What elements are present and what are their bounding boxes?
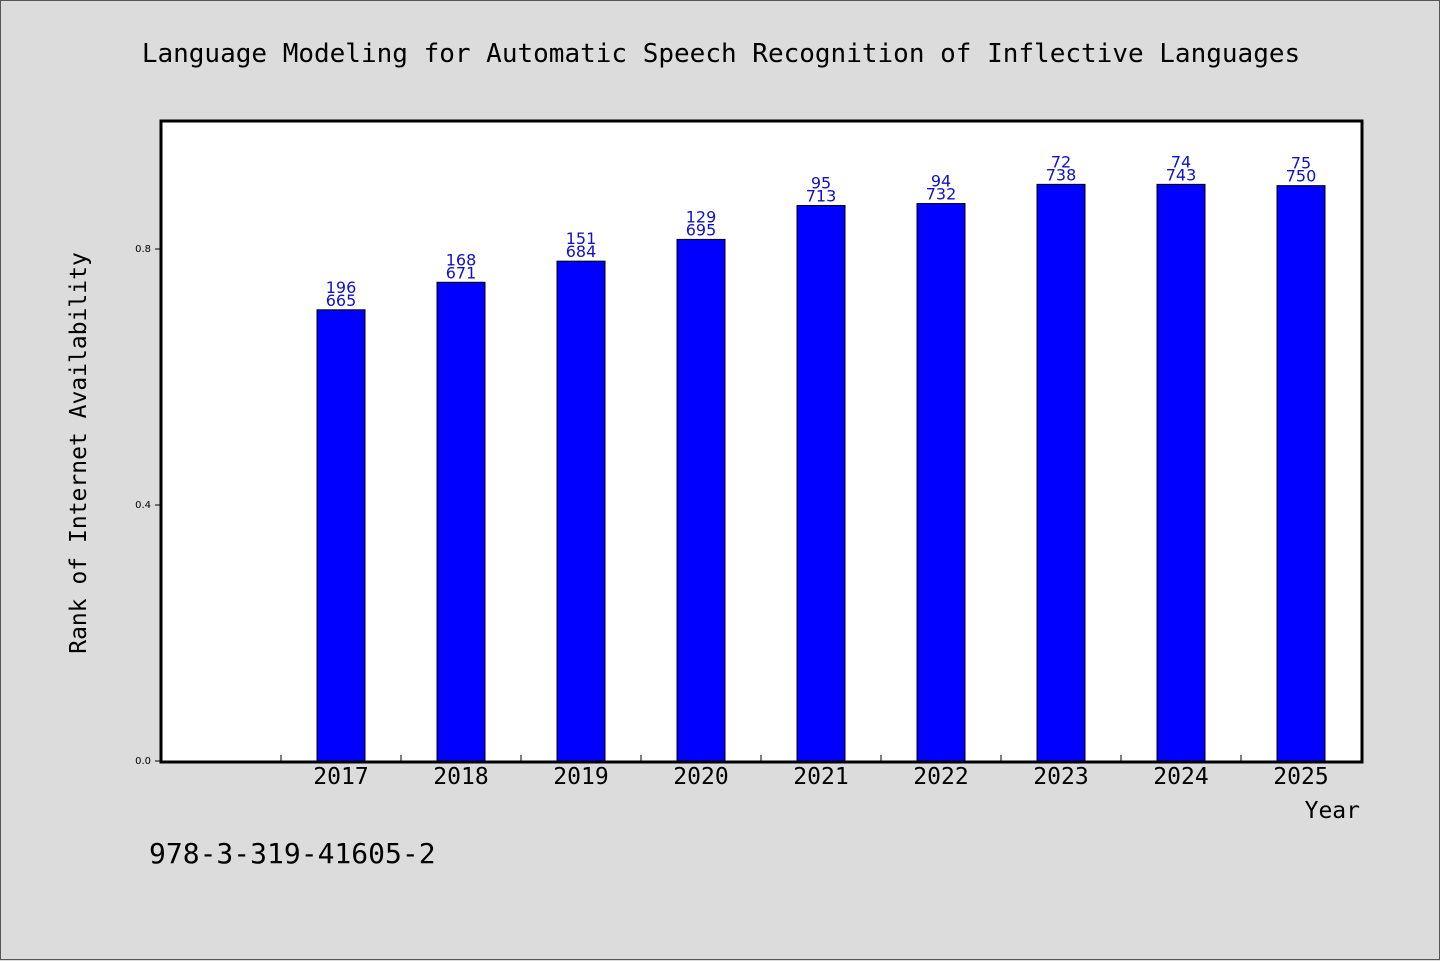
x-tick-label: 2020 [673, 764, 728, 790]
bar [1276, 185, 1326, 762]
bar-label-bottom: 732 [926, 185, 957, 204]
x-axis-label: Year [1305, 798, 1360, 824]
bar-label-top: 74 [1171, 152, 1191, 171]
bar [316, 309, 366, 762]
bar-label-top: 75 [1291, 154, 1311, 173]
bar-label-top: 196 [326, 278, 357, 297]
y-tick-label: 0.0 [135, 756, 151, 767]
x-tick-label: 2019 [553, 764, 608, 790]
chart-title: Language Modeling for Automatic Speech R… [142, 39, 1300, 69]
x-axis-ticks: 2017 2018 2019 2020 2021 2022 2023 2024 2025 [280, 755, 1362, 790]
x-tick-label: 2022 [913, 764, 968, 790]
x-tick-label: 2017 [313, 764, 368, 790]
footer-isbn: 978-3-319-41605-2 [149, 837, 436, 870]
bar [1156, 183, 1206, 762]
bar-label-bottom: 665 [326, 291, 357, 310]
y-tick-label: 0.8 [135, 244, 151, 255]
bar-label-top: 151 [566, 229, 597, 248]
x-tick-label: 2024 [1153, 764, 1208, 790]
bar-label-top: 94 [931, 172, 951, 191]
x-tick-label: 2025 [1273, 764, 1328, 790]
bar-label-top: 129 [686, 207, 717, 226]
bars [316, 183, 1326, 762]
bar [556, 260, 606, 762]
bar-label-top: 168 [446, 250, 477, 269]
bar [1036, 183, 1086, 762]
bar-label-bottom: 684 [566, 242, 597, 261]
y-tick-label: 0.4 [135, 500, 151, 511]
bar-label-bottom: 743 [1166, 165, 1197, 184]
bar [916, 203, 966, 762]
bar-label-bottom: 750 [1286, 167, 1317, 186]
bar-label-top: 72 [1051, 152, 1071, 171]
x-tick-label: 2021 [793, 764, 848, 790]
y-axis-label: Rank of Internet Availability [66, 252, 92, 654]
bar [436, 281, 486, 762]
x-tick-label: 2023 [1033, 764, 1088, 790]
bar-label-bottom: 695 [686, 220, 717, 239]
y-axis-ticks: 0.0 0.4 0.8 [135, 244, 161, 767]
bar [796, 204, 846, 762]
bar-label-bottom: 671 [446, 263, 477, 282]
bar-label-bottom: 738 [1046, 165, 1077, 184]
bar-label-bottom: 713 [806, 186, 837, 205]
x-tick-label: 2018 [433, 764, 488, 790]
bar-label-top: 95 [811, 173, 831, 192]
bar [676, 238, 726, 762]
